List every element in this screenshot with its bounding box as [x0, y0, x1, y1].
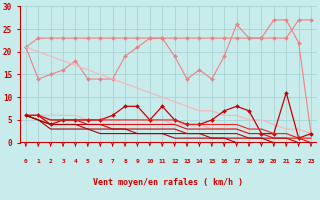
X-axis label: Vent moyen/en rafales ( km/h ): Vent moyen/en rafales ( km/h ) — [93, 178, 244, 187]
